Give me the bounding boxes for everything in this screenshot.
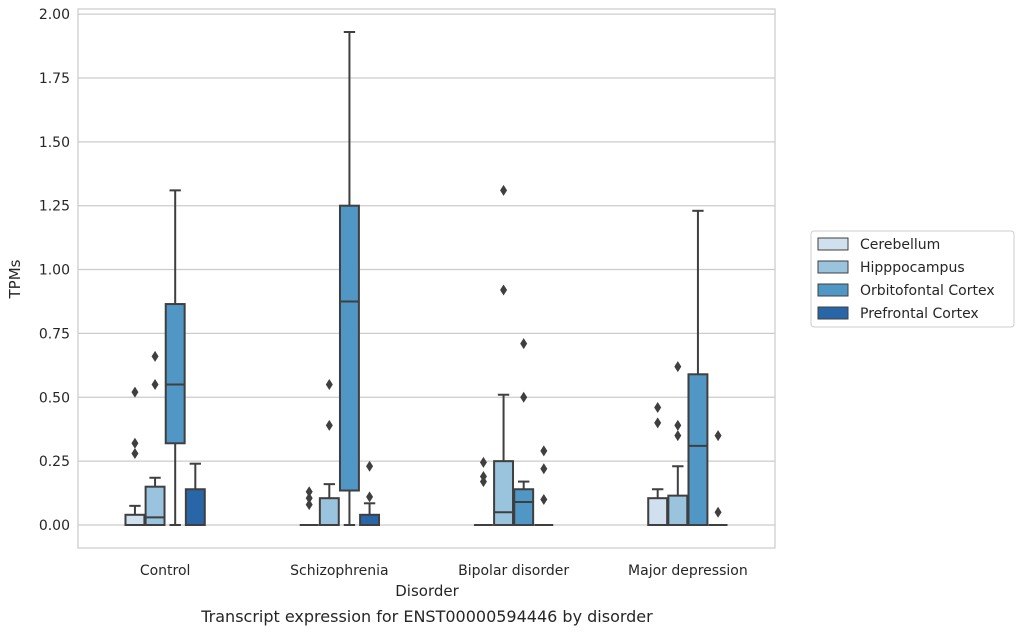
box-body (144, 485, 166, 527)
y-tick-label: 1.00 (39, 263, 70, 279)
box-body (318, 497, 340, 527)
y-tick-label: 1.75 (39, 71, 70, 87)
legend-swatch (817, 306, 849, 320)
box-hipppocampus (667, 361, 689, 527)
box-orbitofontal-cortex (164, 189, 186, 527)
box-body (493, 460, 515, 527)
outlier-point (500, 184, 508, 196)
x-tick-label: Control (140, 563, 191, 579)
y-tick-label: 2.00 (39, 7, 70, 23)
box-body (164, 303, 186, 445)
outlier-point (305, 486, 313, 498)
outlier-point (540, 445, 548, 457)
box-prefrontal-cortex (359, 460, 381, 527)
y-tick-label: 0.75 (39, 326, 70, 342)
outlier-point (151, 379, 159, 391)
outlier-point (714, 506, 722, 518)
x-tick-label: Major depression (628, 563, 748, 579)
x-tick-label: Bipolar disorder (458, 563, 569, 579)
y-tick-label: 0.00 (39, 518, 70, 534)
box-body (667, 494, 689, 527)
box-hipppocampus (318, 379, 340, 527)
box-body (338, 204, 360, 492)
y-tick-label: 0.50 (39, 390, 70, 406)
outlier-point (305, 492, 313, 504)
legend-swatch (817, 260, 849, 274)
x-tick-label: Schizophrenia (290, 563, 388, 579)
plot-frame (77, 8, 776, 549)
outlier-point (131, 437, 139, 449)
outlier-point (151, 350, 159, 362)
box-hipppocampus (493, 184, 515, 527)
legend-swatch (817, 283, 849, 297)
outlier-point (305, 499, 313, 511)
outlier-point (325, 379, 333, 391)
x-axis-label: Disorder (395, 582, 459, 600)
y-axis-label: TPMs (6, 259, 24, 299)
outlier-point (540, 493, 548, 505)
outlier-point (654, 417, 662, 429)
y-tick-label: 0.25 (39, 454, 70, 470)
box-prefrontal-cortex (534, 445, 554, 527)
outlier-point (366, 491, 374, 503)
y-tick-label: 1.50 (39, 135, 70, 151)
outlier-point (654, 402, 662, 414)
outlier-point (674, 419, 682, 431)
y-tick-label: 1.25 (39, 199, 70, 215)
box-prefrontal-cortex (708, 430, 728, 527)
outlier-point (520, 391, 528, 403)
box-body (184, 488, 206, 527)
x-tick-labels: Control Schizophrenia Bipolar disorder Majo… (140, 563, 748, 579)
y-tick-labels: 0.00 0.25 0.50 0.75 1.00 1.25 1.50 1.75 2.00 (39, 7, 70, 534)
box-body (647, 497, 669, 527)
box-cerebellum (124, 386, 146, 527)
box-body (359, 513, 381, 527)
box-body (513, 488, 535, 527)
box-prefrontal-cortex (184, 462, 206, 527)
box-cerebellum (473, 456, 493, 527)
outlier-point (520, 338, 528, 350)
outlier-point (479, 456, 487, 468)
outlier-point (366, 460, 374, 472)
outlier-point (325, 419, 333, 431)
box-orbitofontal-cortex (338, 30, 360, 527)
chart-caption: Transcript expression for ENST0000059444… (200, 607, 653, 626)
outlier-point (714, 430, 722, 442)
box-body (124, 513, 146, 527)
box-hipppocampus (144, 350, 166, 527)
outlier-point (131, 386, 139, 398)
boxes (124, 30, 728, 527)
outlier-point (479, 470, 487, 482)
legend: Cerebellum Hipppocampus Orbitofontal Corte… (810, 230, 1015, 328)
legend-label: Hipppocampus (860, 260, 965, 276)
legend-swatch (817, 237, 849, 251)
gridlines (78, 13, 775, 526)
box-orbitofontal-cortex (513, 338, 535, 527)
outlier-point (500, 284, 508, 296)
outlier-point (131, 447, 139, 459)
box-cerebellum (299, 486, 319, 527)
box-orbitofontal-cortex (687, 209, 709, 527)
box-body (687, 373, 709, 527)
box-cerebellum (647, 402, 669, 527)
legend-frame (810, 230, 1015, 328)
legend-label: Cerebellum (860, 237, 940, 253)
outlier-point (540, 463, 548, 475)
outlier-point (674, 430, 682, 442)
outlier-point (674, 361, 682, 373)
legend-label: Orbitofontal Cortex (860, 283, 995, 299)
legend-label: Prefrontal Cortex (860, 306, 979, 322)
